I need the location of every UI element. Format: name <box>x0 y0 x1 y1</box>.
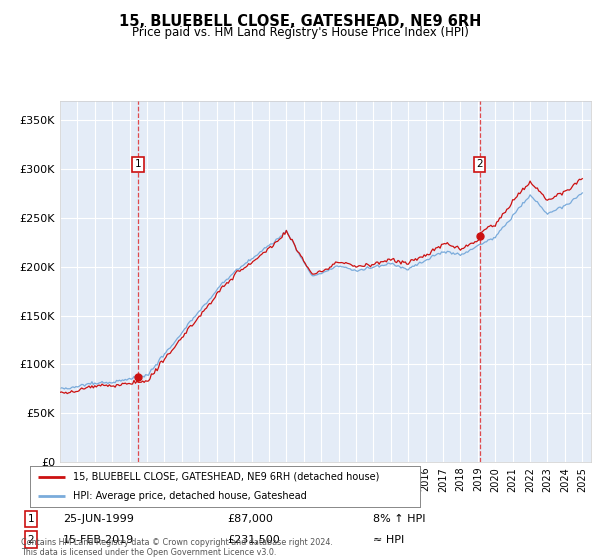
Text: Contains HM Land Registry data © Crown copyright and database right 2024.
This d: Contains HM Land Registry data © Crown c… <box>21 538 333 557</box>
Text: £231,500: £231,500 <box>227 535 280 544</box>
Text: ≈ HPI: ≈ HPI <box>373 535 404 544</box>
Text: Price paid vs. HM Land Registry's House Price Index (HPI): Price paid vs. HM Land Registry's House … <box>131 26 469 39</box>
Text: £87,000: £87,000 <box>227 514 274 524</box>
Text: 2: 2 <box>28 535 34 544</box>
Text: 2: 2 <box>476 159 483 169</box>
Text: 15-FEB-2019: 15-FEB-2019 <box>63 535 134 544</box>
Text: 15, BLUEBELL CLOSE, GATESHEAD, NE9 6RH: 15, BLUEBELL CLOSE, GATESHEAD, NE9 6RH <box>119 14 481 29</box>
Text: 25-JUN-1999: 25-JUN-1999 <box>63 514 134 524</box>
Text: HPI: Average price, detached house, Gateshead: HPI: Average price, detached house, Gate… <box>73 491 307 501</box>
Text: 8% ↑ HPI: 8% ↑ HPI <box>373 514 425 524</box>
Text: 15, BLUEBELL CLOSE, GATESHEAD, NE9 6RH (detached house): 15, BLUEBELL CLOSE, GATESHEAD, NE9 6RH (… <box>73 472 379 482</box>
Text: 1: 1 <box>135 159 142 169</box>
Text: 1: 1 <box>28 514 34 524</box>
